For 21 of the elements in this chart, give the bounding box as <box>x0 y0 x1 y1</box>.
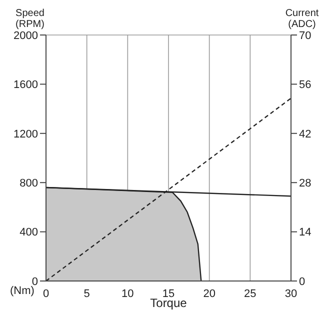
text: (Nm) <box>10 285 34 297</box>
y-axis-title: Speed (RPM) <box>14 8 46 30</box>
y2-tick-label: 14 <box>299 226 312 239</box>
y2-tick-label: 0 <box>299 276 306 288</box>
x-tick-label: 30 <box>284 288 298 300</box>
y-tick-label: 800 <box>20 178 38 190</box>
y-tick-label: 0 <box>32 276 38 288</box>
x-tick-label: 25 <box>244 288 256 300</box>
y-tick-label: 400 <box>20 226 38 239</box>
y2-tick-label: 70 <box>299 30 312 42</box>
y-tick-label: 1200 <box>14 128 38 140</box>
x-tick-label: 10 <box>122 288 134 300</box>
x-tick-label: 5 <box>84 288 90 300</box>
y-tick-label: 1600 <box>14 79 38 92</box>
y-tick-label: 2000 <box>14 30 38 42</box>
x-tick-label: 0 <box>42 288 50 300</box>
y2-tick-label: 42 <box>299 128 312 140</box>
y2-tick-label: 28 <box>299 178 312 190</box>
y2-axis-title: Current (ADC) <box>284 8 320 30</box>
x-tick-label: 20 <box>203 288 216 300</box>
y2-tick-label: 56 <box>299 79 312 92</box>
